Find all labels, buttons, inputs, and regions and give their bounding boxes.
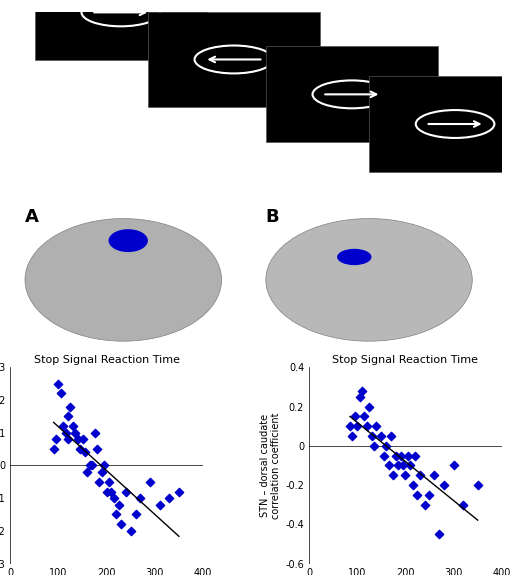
Point [69,421,77,431]
Point [365,402,373,411]
Point [54,379,62,388]
Point [83,467,92,477]
Point [100,461,109,470]
Point [61,428,70,437]
Point [416,470,424,480]
Point [76,444,84,454]
Point [440,480,448,489]
Point [132,510,140,519]
Point [57,389,65,398]
FancyBboxPatch shape [35,0,207,60]
Point [403,451,412,460]
Point [64,412,72,421]
Point [420,500,429,509]
Point [115,500,123,509]
Point [459,500,467,509]
Point [377,431,386,440]
Point [67,402,75,411]
FancyBboxPatch shape [148,12,320,108]
Point [64,435,72,444]
Point [59,421,68,431]
Point [425,490,434,500]
Point [362,421,371,431]
Ellipse shape [25,218,222,341]
Point [351,412,359,421]
Text: ⎙: ⎙ [251,164,261,182]
Title: Stop Signal Reaction Time: Stop Signal Reaction Time [332,355,478,365]
Point [353,421,361,431]
Point [110,493,118,503]
Point [52,435,60,444]
Y-axis label: STN – dorsal caudate
correlation coefficient: STN – dorsal caudate correlation coeffic… [260,412,281,519]
Point [368,431,376,440]
Text: A: A [25,208,39,226]
Point [95,477,103,486]
Point [396,451,404,460]
Point [372,421,380,431]
Point [360,412,369,421]
Point [358,386,366,396]
Point [435,530,443,539]
FancyBboxPatch shape [369,76,512,172]
Point [474,480,482,489]
Point [370,441,378,450]
Ellipse shape [266,218,472,341]
Point [71,428,79,437]
Point [81,448,89,457]
Point [93,444,101,454]
Text: B: B [266,208,280,226]
Point [394,461,402,470]
Point [406,461,414,470]
Point [102,487,111,496]
Point [399,461,407,470]
Point [78,435,87,444]
Point [379,451,388,460]
Point [409,480,417,489]
Point [348,431,356,440]
Point [165,493,174,503]
Point [74,435,82,444]
Point [401,470,410,480]
Point [98,467,106,477]
Point [108,487,116,496]
Point [136,493,144,503]
Point [50,444,58,454]
Point [382,441,390,450]
Point [112,510,120,519]
Point [450,461,458,470]
Point [346,421,354,431]
Point [355,392,364,401]
Point [411,451,419,460]
Point [387,431,395,440]
Point [86,461,94,470]
Point [91,428,99,437]
Point [385,461,393,470]
Point [156,500,164,509]
Point [105,477,113,486]
Point [392,451,400,460]
FancyBboxPatch shape [266,47,438,143]
Point [413,490,421,500]
Point [146,477,154,486]
Point [430,470,438,480]
Point [389,470,397,480]
Point [126,526,135,535]
Title: Stop Signal Reaction Time: Stop Signal Reaction Time [34,355,180,365]
Point [175,487,183,496]
Point [122,487,130,496]
Point [88,461,96,470]
Ellipse shape [337,249,372,265]
Point [117,520,125,529]
Ellipse shape [109,229,148,252]
